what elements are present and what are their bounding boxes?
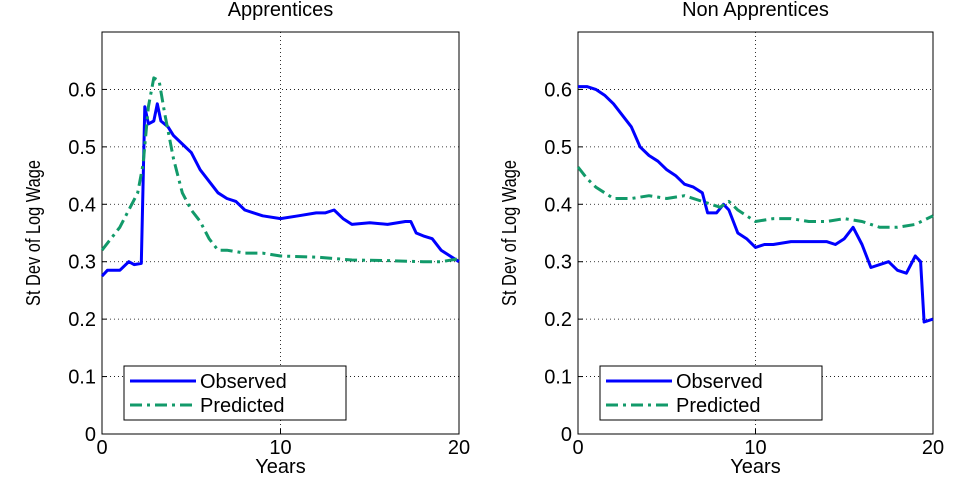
chart-title: Non Apprentices bbox=[682, 0, 829, 21]
chart-title: Apprentices bbox=[228, 0, 334, 21]
y-tick-label: 0.3 bbox=[544, 252, 572, 274]
legend-label: Predicted bbox=[200, 395, 285, 417]
y-tick-label: 0.6 bbox=[68, 79, 96, 101]
y-axis-label: St Dev of Log Wage bbox=[497, 160, 520, 306]
legend-box bbox=[599, 365, 823, 421]
plot-frame bbox=[577, 31, 934, 435]
legend-box bbox=[123, 365, 347, 421]
y-tick-label: 0.1 bbox=[68, 367, 96, 389]
y-tick-label: 0.4 bbox=[544, 194, 572, 216]
x-tick-label: 20 bbox=[448, 437, 470, 459]
legend-label: Predicted bbox=[676, 395, 761, 417]
legend-label: Observed bbox=[200, 371, 287, 393]
x-tick-label: 10 bbox=[269, 437, 291, 459]
series-line bbox=[576, 166, 934, 229]
y-tick-label: 0.5 bbox=[68, 137, 96, 159]
x-axis-label: Years bbox=[730, 456, 780, 478]
y-tick-label: 0.3 bbox=[68, 252, 96, 274]
x-tick-label: 0 bbox=[572, 437, 583, 459]
plot-frame bbox=[101, 31, 460, 435]
legend-label: Observed bbox=[676, 371, 763, 393]
y-axis-label: St Dev of Log Wage bbox=[21, 160, 44, 306]
y-tick-label: 0.4 bbox=[68, 194, 96, 216]
y-tick-label: 0 bbox=[85, 424, 96, 446]
series-line bbox=[100, 76, 460, 264]
y-tick-label: 0 bbox=[561, 424, 572, 446]
x-tick-label: 20 bbox=[922, 437, 944, 459]
y-tick-label: 0.5 bbox=[544, 137, 572, 159]
y-tick-label: 0.1 bbox=[544, 367, 572, 389]
y-tick-label: 0.2 bbox=[544, 309, 572, 331]
x-tick-label: 0 bbox=[96, 437, 107, 459]
series-line bbox=[578, 85, 934, 324]
y-tick-label: 0.6 bbox=[544, 79, 572, 101]
y-tick-label: 0.2 bbox=[68, 309, 96, 331]
series-line bbox=[100, 102, 460, 278]
x-axis-label: Years bbox=[255, 456, 305, 478]
x-tick-label: 10 bbox=[744, 437, 766, 459]
